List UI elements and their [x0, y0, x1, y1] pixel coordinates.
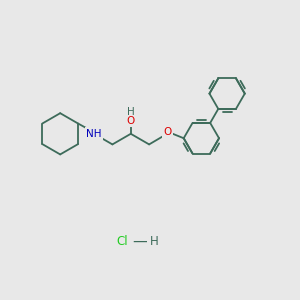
Text: O: O [164, 127, 172, 137]
Text: —: — [132, 234, 147, 249]
Text: H: H [150, 235, 159, 248]
Text: NH: NH [86, 129, 102, 139]
Text: Cl: Cl [116, 235, 128, 248]
Text: O: O [127, 116, 135, 126]
Text: H: H [127, 107, 135, 117]
